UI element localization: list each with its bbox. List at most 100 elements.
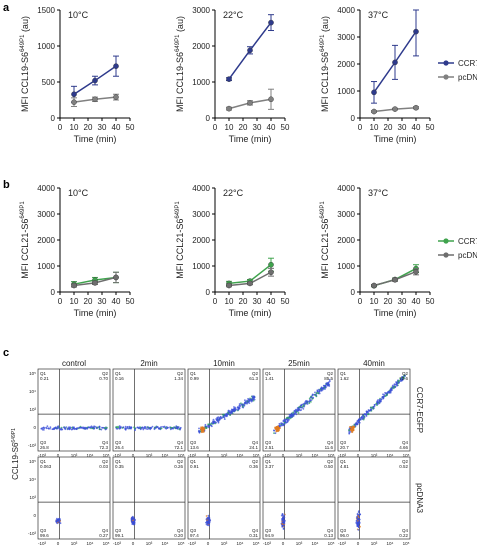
quadrant-value-q3: 94.9 — [265, 533, 274, 538]
quadrant-label-q4: Q4 — [177, 528, 184, 533]
event-dot — [349, 426, 352, 429]
flow-x-tick-label: 10³ — [221, 453, 228, 458]
quadrant-value-q4: 0.22 — [399, 533, 408, 538]
plot-frame — [37, 456, 111, 540]
x-tick-label: 40 — [267, 123, 276, 132]
event-dot — [246, 399, 249, 402]
x-tick-label: 40 — [412, 123, 421, 132]
event-dot — [207, 518, 210, 521]
data-point — [113, 94, 119, 100]
flow-x-tick-label: 10³ — [146, 453, 153, 458]
event-cloud — [355, 510, 362, 531]
x-tick-label: 10 — [370, 123, 379, 132]
quadrant-value-q2: 85.5 — [324, 376, 333, 381]
event-dot — [306, 403, 309, 405]
event-dot — [67, 426, 70, 429]
flow-y-axis-label: CCL19-S6649P1 — [11, 428, 20, 480]
x-tick-label: 10 — [70, 297, 79, 306]
x-axis-label: Time (min) — [374, 134, 417, 144]
event-dot — [205, 515, 208, 517]
event-cloud — [273, 379, 331, 435]
event-dot — [143, 426, 146, 429]
event-dot — [212, 418, 215, 421]
data-point — [247, 280, 253, 287]
quadrant-value-q3: 99.1 — [115, 533, 124, 538]
quadrant-label-q3: Q3 — [115, 440, 122, 445]
quadrant-value-q1: 3.37 — [265, 464, 274, 469]
data-point — [392, 106, 398, 112]
event-dot — [100, 428, 103, 431]
y-tick-label: 0 — [351, 114, 356, 123]
flow-x-tick-label: -10³ — [113, 541, 122, 546]
quadrant-value-q2: 0.50 — [324, 464, 333, 469]
event-dot — [237, 408, 239, 411]
event-dot — [348, 429, 350, 432]
x-tick-label: 0 — [58, 297, 63, 306]
quadrant-label-q3: Q3 — [40, 440, 47, 445]
flow-x-tick-label: 0 — [282, 453, 285, 458]
event-dot — [391, 386, 394, 388]
line-chart-b-1: 0 10 20 30 40 50 0 1000 2000 3000 4000 Time (min) 10… — [20, 184, 135, 318]
flow-x-tick-label: 10⁵ — [103, 541, 110, 546]
quadrant-label-q1: Q1 — [340, 371, 347, 376]
event-dot — [216, 418, 219, 421]
data-point — [247, 47, 253, 54]
event-dot — [84, 428, 87, 430]
y-tick-label: 1000 — [337, 262, 355, 271]
quadrant-value-q4: 4.66 — [399, 445, 408, 450]
flow-x-tick-label: 10⁴ — [87, 453, 94, 458]
quadrant-label-q2: Q2 — [402, 371, 409, 376]
data-point — [371, 89, 377, 96]
event-dot — [124, 427, 126, 430]
y-tick-label: 3000 — [337, 33, 355, 42]
chart-title: 37°C — [368, 188, 389, 198]
quadrant-value-q1: 0.99 — [190, 376, 199, 381]
quadrant-value-q3: 2.51 — [265, 445, 274, 450]
flow-y-tick-label: 0 — [33, 513, 36, 518]
legend-item-ccr7-egfp: CCR7-EGFP — [438, 59, 477, 68]
x-tick-label: 10 — [370, 297, 379, 306]
quadrant-value-q1: 1.62 — [340, 376, 349, 381]
y-axis-label-sup: 649P1 — [20, 201, 26, 219]
data-point — [371, 282, 377, 289]
event-dot — [358, 421, 361, 424]
event-dot — [296, 407, 299, 410]
event-dot — [40, 427, 43, 430]
column-title: 40min — [363, 359, 385, 368]
quadrant-label-q2: Q2 — [327, 371, 334, 376]
event-dot — [150, 426, 152, 429]
event-dot — [59, 522, 62, 525]
quadrant-label-q2: Q2 — [177, 371, 184, 376]
flow-x-tick-label: 10⁵ — [328, 541, 335, 546]
event-dot — [302, 408, 305, 410]
event-dot — [350, 429, 353, 432]
quadrant-label-q1: Q1 — [40, 459, 47, 464]
quadrant-value-q4: 0.13 — [324, 533, 333, 538]
plot-frame — [187, 456, 261, 540]
event-dot — [387, 390, 390, 393]
series-pcdna3 — [226, 88, 274, 112]
x-tick-label: 0 — [213, 123, 218, 132]
event-dot — [356, 518, 359, 521]
event-dot — [235, 408, 238, 411]
quadrant-value-q4: 0.20 — [174, 533, 183, 538]
quadrant-value-q2: 0.36 — [249, 464, 258, 469]
event-dot — [213, 421, 215, 424]
flow-x-tick-label: 10³ — [296, 453, 303, 458]
event-dot — [80, 426, 83, 429]
event-dot — [300, 409, 303, 411]
flow-x-tick-label: 10⁴ — [312, 453, 319, 458]
event-dot — [179, 427, 182, 430]
event-dot — [306, 400, 309, 403]
quadrant-value-q3: 26.4 — [115, 445, 124, 450]
event-dot — [73, 426, 75, 429]
event-cloud — [197, 395, 256, 434]
event-dot — [49, 427, 51, 430]
event-dot — [283, 421, 286, 424]
flow-x-tick-label: 10⁵ — [403, 453, 410, 458]
event-dot — [328, 385, 331, 387]
event-dot — [354, 423, 357, 426]
event-dot — [328, 379, 331, 381]
event-dot — [102, 426, 105, 429]
